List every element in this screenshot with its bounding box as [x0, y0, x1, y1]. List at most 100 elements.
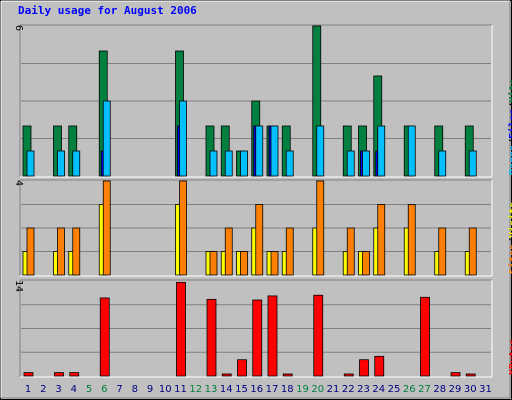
bar-pages-day-4 — [72, 150, 81, 177]
bar-sites-day-23 — [362, 251, 370, 276]
bar-pages-day-15 — [240, 150, 248, 177]
scale-label: 4 — [13, 180, 24, 186]
bar-pages-day-13 — [209, 150, 218, 177]
bar-pages-day-16 — [255, 125, 264, 177]
bar-kbytes-day-27 — [420, 296, 430, 377]
legend-text: / — [508, 103, 512, 109]
bar-kbytes-day-20 — [313, 294, 324, 377]
x-tick-label-day-25: 25 — [388, 384, 401, 395]
bar-pages-day-22 — [346, 150, 355, 177]
x-tick-label-day-5: 5 — [86, 384, 92, 395]
x-tick-label-day-14: 14 — [220, 384, 233, 395]
bar-sites-day-24 — [377, 204, 386, 276]
legend-text: / — [508, 238, 512, 244]
x-tick-label-day-26: 26 — [403, 384, 416, 395]
bar-pages-day-24 — [377, 125, 386, 177]
bar-kbytes-day-15 — [237, 359, 247, 377]
x-tick-label-day-24: 24 — [372, 384, 385, 395]
bar-kbytes-day-6 — [99, 297, 110, 377]
bar-sites-day-14 — [224, 227, 233, 276]
bar-kbytes-day-17 — [267, 295, 278, 377]
x-tick-label-day-27: 27 — [418, 384, 431, 395]
bar-sites-day-15 — [240, 251, 248, 276]
bar-kbytes-day-23 — [359, 359, 369, 377]
bar-sites-day-17 — [270, 251, 279, 276]
x-tick-label-day-1: 1 — [25, 384, 31, 395]
legend-text: / — [508, 139, 512, 145]
bar-pages-day-11 — [179, 100, 187, 177]
bar-sites-day-16 — [255, 204, 264, 276]
x-tick-label-day-23: 23 — [357, 384, 370, 395]
chart-title: Daily usage for August 2006 — [18, 4, 197, 17]
bar-kbytes-day-11 — [176, 281, 186, 377]
bar-kbytes-day-4 — [69, 372, 80, 377]
x-tick-label-day-2: 2 — [40, 384, 46, 395]
x-tick-label-day-19: 19 — [296, 384, 309, 395]
x-tick-label-day-12: 12 — [189, 384, 202, 395]
x-tick-label-day-20: 20 — [311, 384, 324, 395]
legend-text: Files — [508, 108, 512, 139]
bar-kbytes-day-22 — [343, 373, 354, 377]
bar-sites-day-11 — [179, 180, 187, 276]
bar-sites-day-20 — [316, 180, 325, 276]
scale-label: 6 — [13, 25, 24, 31]
bar-pages-day-14 — [224, 150, 233, 177]
scale-label: 14 — [13, 280, 24, 292]
bar-sites-day-6 — [102, 180, 111, 276]
bar-sites-day-13 — [209, 251, 218, 276]
legend-label-hits-files-pages: Pages/Files/Hits — [508, 79, 512, 175]
bar-sites-day-30 — [468, 227, 477, 276]
bar-pages-day-3 — [57, 150, 65, 177]
x-tick-label-day-7: 7 — [116, 384, 122, 395]
bar-sites-day-3 — [57, 227, 65, 276]
x-tick-label-day-6: 6 — [101, 384, 107, 395]
x-tick-label-day-13: 13 — [205, 384, 218, 395]
bar-sites-day-18 — [285, 227, 294, 276]
bar-pages-day-1 — [26, 150, 35, 177]
x-tick-label-day-10: 10 — [159, 384, 172, 395]
x-tick-label-day-3: 3 — [55, 384, 61, 395]
x-tick-label-day-8: 8 — [132, 384, 138, 395]
legend-text: Visits — [508, 201, 512, 238]
bar-pages-day-23 — [362, 150, 370, 177]
legend-label-visits-sites: Sites/Visits — [508, 202, 512, 274]
x-tick-label-day-31: 31 — [479, 384, 492, 395]
bar-kbytes-day-29 — [450, 372, 461, 377]
bar-kbytes-day-24 — [374, 355, 385, 377]
x-tick-label-day-9: 9 — [147, 384, 153, 395]
bar-sites-day-28 — [438, 227, 447, 276]
bar-kbytes-day-30 — [465, 373, 476, 377]
bar-kbytes-day-3 — [54, 372, 64, 377]
bar-pages-day-28 — [438, 150, 447, 177]
bar-pages-day-17 — [270, 125, 279, 177]
bar-pages-day-6 — [102, 100, 111, 177]
panel-hits-files-pages: 6 — [13, 24, 493, 178]
bar-pages-day-26 — [407, 125, 416, 177]
x-tick-label-day-15: 15 — [235, 384, 248, 395]
panel-visits-sites: 4 — [13, 179, 493, 277]
bar-kbytes-day-1 — [23, 372, 34, 377]
x-tick-label-day-16: 16 — [250, 384, 263, 395]
x-tick-label-day-30: 30 — [464, 384, 477, 395]
legend-text: Pages — [508, 144, 512, 175]
bar-sites-day-4 — [72, 227, 81, 276]
bar-pages-day-30 — [468, 150, 477, 177]
legend-text: Hits — [508, 78, 512, 103]
x-tick-label-day-22: 22 — [342, 384, 355, 395]
legend-text: Sites — [508, 243, 512, 274]
x-tick-label-day-21: 21 — [327, 384, 340, 395]
bar-kbytes-day-13 — [206, 298, 217, 377]
x-tick-label-day-11: 11 — [174, 384, 187, 395]
bar-pages-day-18 — [285, 150, 294, 177]
legend-label-kbytes: KBytes — [508, 339, 512, 375]
bar-sites-day-1 — [26, 227, 35, 276]
x-tick-label-day-17: 17 — [266, 384, 279, 395]
legend-text: KBytes — [508, 338, 512, 375]
bar-kbytes-day-16 — [252, 299, 263, 377]
bar-pages-day-20 — [316, 125, 325, 177]
bar-kbytes-day-18 — [282, 373, 293, 377]
x-tick-label-day-29: 29 — [449, 384, 462, 395]
x-tick-label-day-18: 18 — [281, 384, 294, 395]
bar-sites-day-22 — [346, 227, 355, 276]
